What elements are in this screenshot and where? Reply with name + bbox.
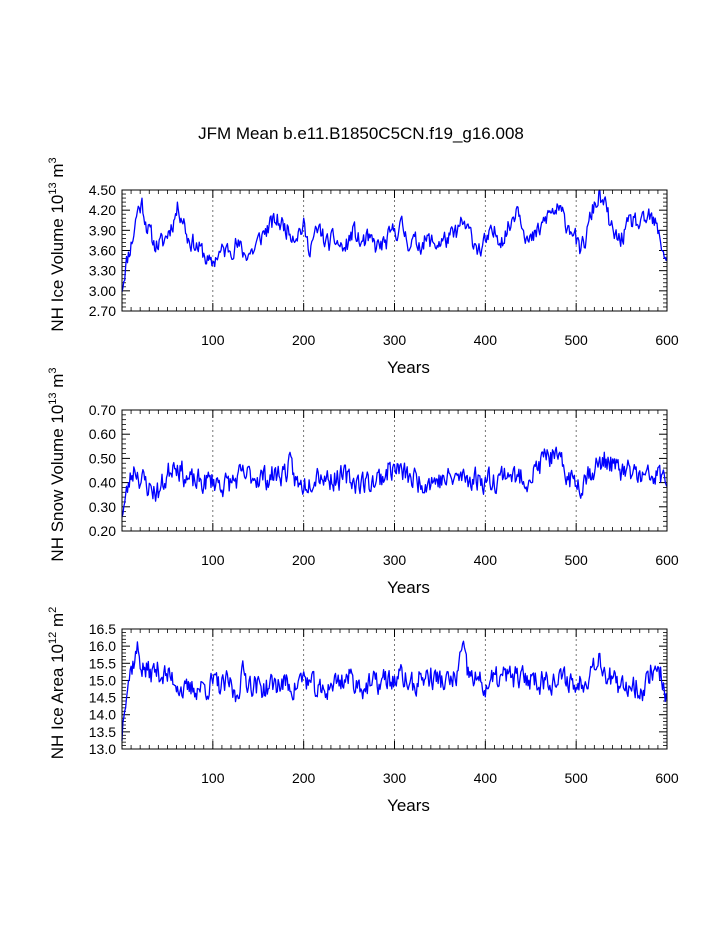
y-label-text: NH Ice Area 10 [48,644,67,759]
x-tick-label: 400 [474,332,498,348]
chart-panel-1: 100 200 300 400 500 600 2.70 3.00 3.30 3.60 3.90 4.… [47,157,679,377]
x-tick-label: 200 [292,552,316,568]
x-tick-label: 600 [655,552,679,568]
y-tick-label: 4.20 [89,202,116,218]
y-label-superscript: 3 [47,367,59,373]
y-tick-label: 16.0 [89,638,116,654]
y-tick-label: 3.90 [89,222,116,238]
y-label-text: NH Snow Volume 10 [48,405,67,562]
y-label-superscript: 12 [47,632,59,644]
panels: 100 200 300 400 500 600 2.70 3.00 3.30 3.60 3.90 4.… [47,157,679,815]
y-axis-label: NH Ice Volume 1013 m3 [47,157,67,331]
chart-panel-2: 100 200 300 400 500 600 0.20 0.30 0.40 0.50 0.60 0.… [47,367,679,597]
y-tick-label: 13.0 [89,741,116,757]
x-tick-label: 200 [292,332,316,348]
y-tick-label: 15.0 [89,672,116,688]
y-tick-label: 0.50 [89,450,116,466]
x-tick-label: 200 [292,770,316,786]
x-tick-label: 500 [564,770,588,786]
x-tick-label: 100 [201,552,225,568]
y-label-text: m [48,613,67,632]
x-tick-label: 400 [474,770,498,786]
y-tick-label: 14.0 [89,707,116,723]
figure-title: JFM Mean b.e11.B1850C5CN.f19_g16.008 [198,124,524,143]
y-axis-label: NH Ice Area 1012 m2 [47,607,67,760]
y-tick-label: 0.70 [89,402,116,418]
x-axis-label: Years [387,358,430,377]
y-tick-label: 2.70 [89,303,116,319]
x-tick-label: 500 [564,332,588,348]
plot-frame [121,189,668,312]
y-tick-label: 16.5 [89,621,116,637]
y-label-superscript: 2 [47,607,59,613]
series-line [121,189,668,293]
y-label-superscript: 3 [47,157,59,163]
chart-panel-3: 100 200 300 400 500 600 13.013.514.014.5 15.015… [47,607,679,815]
plot-frame [121,409,668,532]
x-tick-label: 300 [383,332,407,348]
x-tick-label: 300 [383,552,407,568]
y-tick-label: 3.60 [89,243,116,259]
x-tick-label: 600 [655,332,679,348]
x-tick-label: 100 [201,770,225,786]
y-tick-label: 3.30 [89,263,116,279]
series-line [121,446,668,518]
y-tick-label: 0.30 [89,499,116,515]
y-label-text: m [48,163,67,182]
x-tick-label: 100 [201,332,225,348]
y-tick-label: 15.5 [89,655,116,671]
y-label-text: m [48,374,67,393]
y-tick-label: 0.20 [89,523,116,539]
x-tick-label: 600 [655,770,679,786]
plot-frame [121,628,668,750]
y-tick-label: 3.00 [89,283,116,299]
y-axis-label: NH Snow Volume 1013 m3 [47,367,67,561]
y-label-text: NH Ice Volume 10 [48,195,67,332]
x-axis-label: Years [387,796,430,815]
y-tick-label: 0.40 [89,475,116,491]
x-axis-label: Years [387,578,430,597]
x-tick-label: 400 [474,552,498,568]
y-label-superscript: 13 [47,392,59,404]
y-tick-label: 4.50 [89,182,116,198]
x-tick-label: 300 [383,770,407,786]
y-label-superscript: 13 [47,182,59,194]
y-tick-label: 0.60 [89,426,116,442]
y-tick-label: 13.5 [89,724,116,740]
x-tick-label: 500 [564,552,588,568]
y-tick-label: 14.5 [89,690,116,706]
series-line [121,640,668,741]
